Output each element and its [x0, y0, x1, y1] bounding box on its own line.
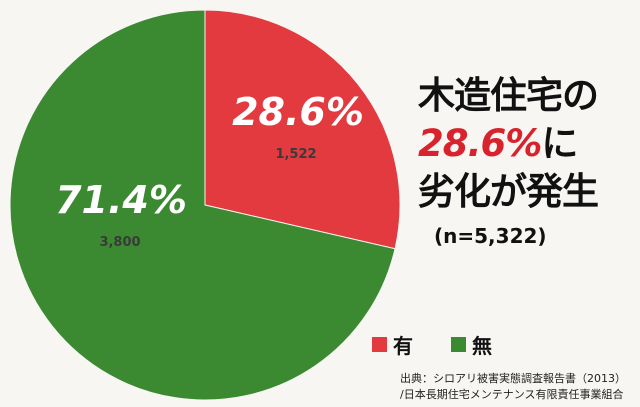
pie-slice-yes: [204, 9, 401, 250]
source-line-1: 出典：シロアリ被害実態調査報告書（2013）: [400, 372, 626, 385]
legend-label-yes: 有: [393, 334, 413, 358]
slice-percent-label: 71.4%: [55, 178, 187, 222]
headline-line-1: 木造住宅の: [418, 74, 599, 117]
legend-swatch-yes: [372, 337, 387, 352]
legend: 有 無: [372, 330, 530, 359]
slice-percent-label: 28.6%: [232, 90, 364, 134]
pie-slice-no: [9, 9, 396, 401]
source-note: 出典：シロアリ被害実態調査報告書（2013） /日本長期住宅メンテナンス有限責任…: [400, 371, 626, 403]
headline-percent: 28.6%: [418, 122, 542, 165]
legend-label-no: 無: [472, 334, 492, 358]
slice-count-label: 3,800: [99, 235, 140, 250]
headline-line-2: 28.6%に: [418, 120, 598, 168]
headline: 木造住宅の 28.6%に 劣化が発生: [418, 72, 599, 216]
source-line-2: /日本長期住宅メンテナンス有限責任事業組合: [400, 388, 624, 401]
legend-item-yes: 有: [372, 330, 413, 359]
legend-item-no: 無: [451, 330, 492, 359]
legend-swatch-no: [451, 337, 466, 352]
headline-particle: に: [541, 122, 578, 165]
headline-line-3: 劣化が発生: [418, 170, 599, 213]
sample-size: (n=5,322): [434, 224, 547, 248]
slice-count-label: 1,522: [275, 147, 316, 162]
